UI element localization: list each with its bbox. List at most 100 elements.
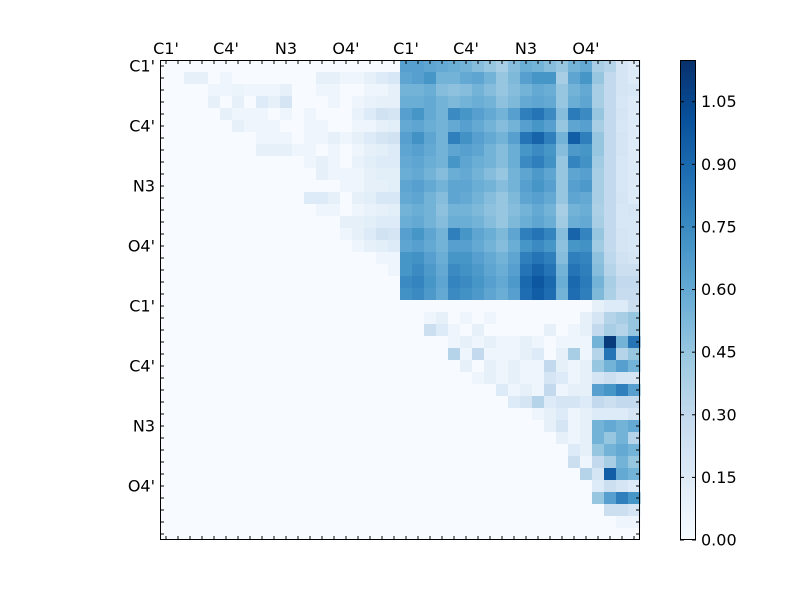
heatmap-cell [460, 132, 473, 145]
heatmap-cell [628, 216, 641, 229]
heatmap-cell [448, 240, 461, 253]
heatmap-cell [196, 516, 209, 529]
heatmap-cell [496, 216, 509, 229]
heatmap-cell [580, 384, 593, 397]
heatmap-cell [256, 96, 269, 109]
heatmap-cell [256, 252, 269, 265]
heatmap-cell [508, 456, 521, 469]
heatmap-cell [628, 180, 641, 193]
heatmap-cell [304, 252, 317, 265]
heatmap-cell [508, 420, 521, 433]
heatmap-cell [520, 228, 533, 241]
heatmap-cell [460, 228, 473, 241]
heatmap-cell [532, 276, 545, 289]
heatmap-cell [544, 348, 557, 361]
heatmap-cell [400, 60, 413, 73]
heatmap-cell [292, 252, 305, 265]
heatmap-cell [172, 72, 185, 85]
heatmap-cell [568, 60, 581, 73]
heatmap-cell [160, 240, 173, 253]
heatmap-cell [268, 144, 281, 157]
heatmap-cell [316, 240, 329, 253]
heatmap-cell [352, 324, 365, 337]
heatmap-cell [508, 408, 521, 421]
heatmap-cell [544, 264, 557, 277]
heatmap-cell [628, 96, 641, 109]
x-tick-label: N3 [515, 39, 537, 58]
heatmap-cell [340, 336, 353, 349]
heatmap-cell [256, 132, 269, 145]
heatmap-cell [532, 336, 545, 349]
heatmap-cell [460, 504, 473, 517]
heatmap-cell [292, 456, 305, 469]
heatmap-cell [604, 468, 617, 481]
heatmap-cell [616, 384, 629, 397]
heatmap-cell [556, 204, 569, 217]
heatmap-cell [328, 228, 341, 241]
heatmap-cell [256, 240, 269, 253]
heatmap-cell [568, 384, 581, 397]
heatmap-cell [472, 288, 485, 301]
heatmap-cell [580, 180, 593, 193]
heatmap-cell [340, 144, 353, 157]
heatmap-cell [628, 228, 641, 241]
heatmap-cell [304, 468, 317, 481]
heatmap-cell [580, 60, 593, 73]
heatmap-cell [568, 96, 581, 109]
heatmap-cell [616, 324, 629, 337]
heatmap-cell [460, 468, 473, 481]
heatmap-cell [496, 180, 509, 193]
heatmap-cell [592, 468, 605, 481]
heatmap-cells [160, 60, 641, 541]
heatmap-cell [328, 360, 341, 373]
heatmap-cell [532, 444, 545, 457]
heatmap-cell [172, 372, 185, 385]
heatmap-cell [352, 312, 365, 325]
heatmap-cell [628, 132, 641, 145]
heatmap-cell [544, 396, 557, 409]
heatmap-cell [280, 204, 293, 217]
heatmap-cell [172, 336, 185, 349]
heatmap-cell [580, 336, 593, 349]
heatmap-cell [388, 468, 401, 481]
heatmap-cell [196, 420, 209, 433]
heatmap-cell [256, 504, 269, 517]
heatmap-cell [352, 240, 365, 253]
heatmap-cell [580, 72, 593, 85]
heatmap-cell [208, 480, 221, 493]
heatmap-cell [244, 312, 257, 325]
heatmap-cell [208, 384, 221, 397]
heatmap-cell [592, 180, 605, 193]
heatmap-cell [628, 288, 641, 301]
heatmap-cell [604, 396, 617, 409]
heatmap-cell [244, 456, 257, 469]
heatmap-cell [472, 168, 485, 181]
heatmap-cell [568, 252, 581, 265]
heatmap-cell [424, 144, 437, 157]
heatmap-cell [448, 420, 461, 433]
heatmap-cell [532, 132, 545, 145]
heatmap-cell [160, 216, 173, 229]
heatmap-cell [556, 108, 569, 121]
heatmap-cell [352, 480, 365, 493]
heatmap-cell [160, 300, 173, 313]
heatmap-cell [232, 396, 245, 409]
heatmap-cell [316, 360, 329, 373]
heatmap-cell [544, 516, 557, 529]
heatmap-cell [352, 276, 365, 289]
heatmap-cell [172, 516, 185, 529]
heatmap-cell [412, 96, 425, 109]
heatmap-cell [220, 96, 233, 109]
heatmap-cell [388, 60, 401, 73]
heatmap-cell [496, 252, 509, 265]
heatmap-cell [256, 384, 269, 397]
heatmap-cell [364, 252, 377, 265]
heatmap-cell [580, 432, 593, 445]
heatmap-cell [352, 504, 365, 517]
heatmap-cell [556, 480, 569, 493]
heatmap-cell [280, 192, 293, 205]
heatmap-cell [184, 96, 197, 109]
heatmap-cell [160, 168, 173, 181]
heatmap-cell [340, 96, 353, 109]
heatmap-cell [292, 360, 305, 373]
